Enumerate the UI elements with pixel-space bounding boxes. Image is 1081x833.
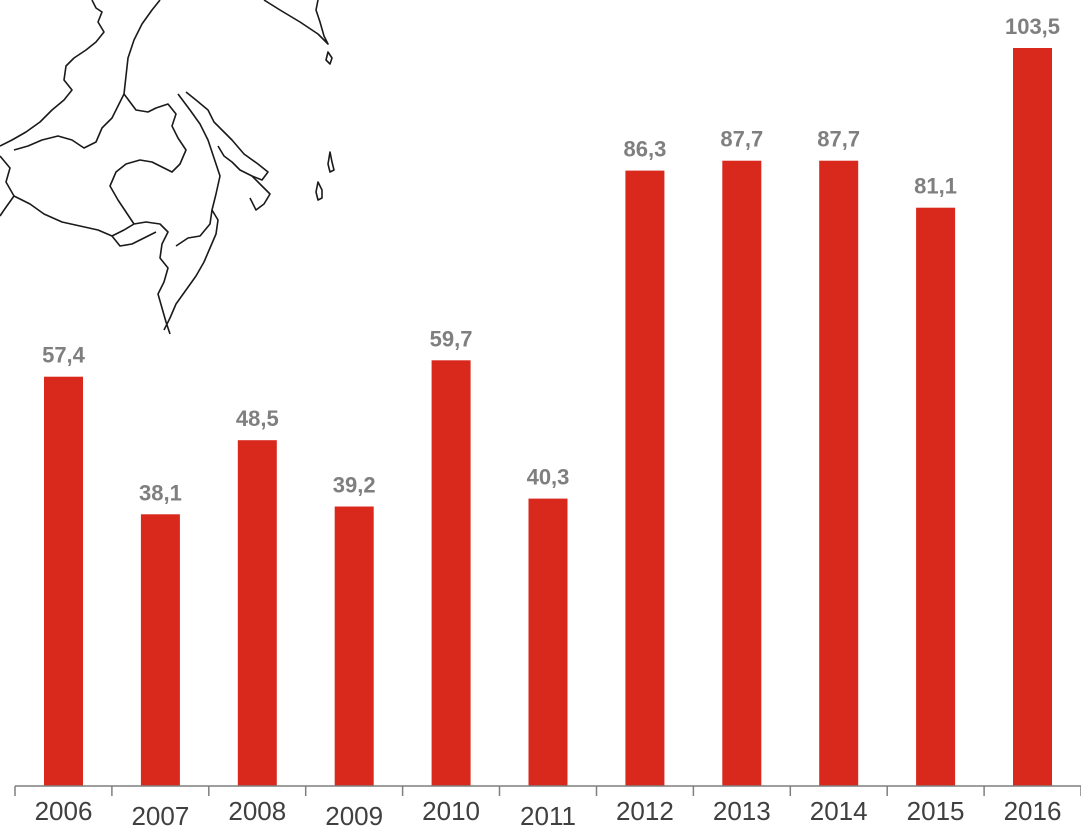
x-tick-label-2016: 2016 [1004,796,1062,826]
bar-2008 [237,440,277,786]
plot-area: 57,4 38,1 48,5 39,2 59,7 40,3 86,3 87,7 87,7 81,1… [14,14,1081,831]
x-tick-label-2007: 2007 [131,801,189,831]
x-tick-label-2015: 2015 [907,796,965,826]
x-tick-label-2008: 2008 [228,796,286,826]
x-tick-label-2009: 2009 [325,801,383,831]
value-label-2008: 48,5 [236,406,279,431]
bar-2012 [625,170,665,787]
bar-2014 [819,160,859,786]
x-tick-label-2006: 2006 [35,796,93,826]
value-label-2014: 87,7 [817,127,860,152]
bar-2006 [44,376,83,786]
value-label-2015: 81,1 [914,174,957,199]
bar-2007 [140,514,180,786]
bar-2015 [916,207,956,786]
bar-2009 [334,506,374,786]
value-label-2013: 87,7 [720,127,763,152]
x-tick-label-2012: 2012 [616,796,674,826]
value-label-2007: 38,1 [139,480,182,505]
coastline-map-icon [0,0,335,335]
bar-2011 [528,498,568,786]
bar-2016 [1013,48,1052,786]
x-tick-label-2011: 2011 [520,801,576,831]
bar-2013 [722,160,762,786]
x-tick-label-2010: 2010 [422,796,480,826]
value-label-2016: 103,5 [1005,14,1060,39]
x-tick-label-2014: 2014 [810,796,868,826]
x-tick-label-2013: 2013 [713,796,771,826]
value-label-2010: 59,7 [430,326,473,351]
value-label-2006: 57,4 [42,343,86,368]
value-label-2012: 86,3 [623,137,666,162]
bar-2010 [431,360,471,786]
value-label-2011: 40,3 [527,465,570,490]
value-label-2009: 39,2 [333,473,376,498]
